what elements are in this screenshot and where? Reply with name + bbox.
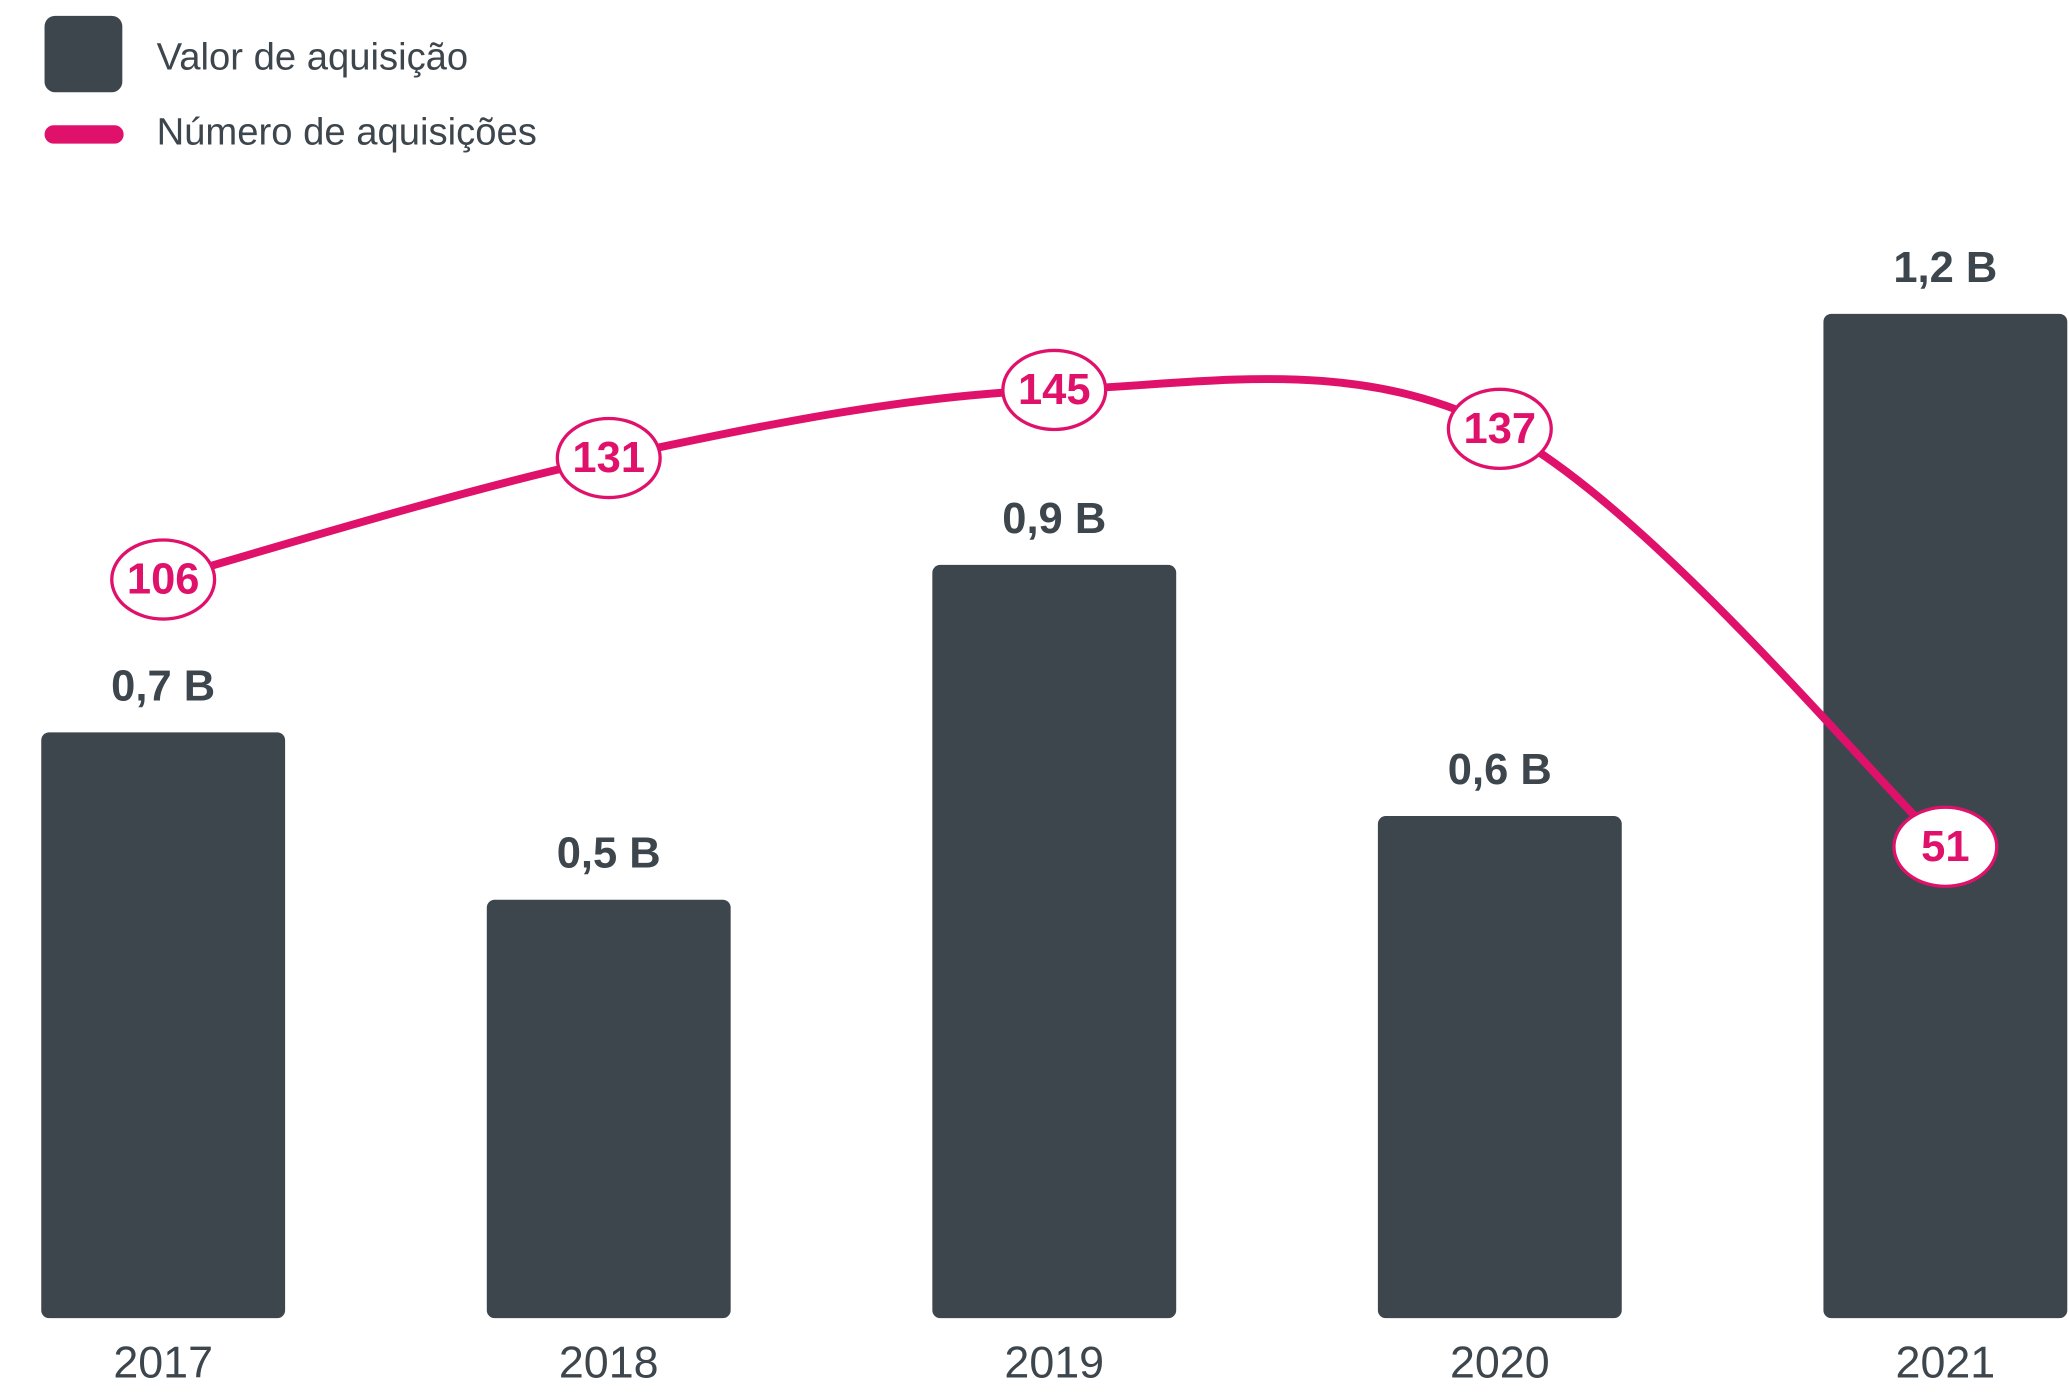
- point-marker: [110, 538, 217, 621]
- bar: [1377, 816, 1622, 1319]
- bar-value-label: 0,6 B: [1448, 746, 1552, 794]
- point-value-label: 145: [1018, 366, 1091, 414]
- legend-label: Valor de aquisição: [157, 35, 469, 78]
- bar-value-label: 0,7 B: [111, 662, 215, 710]
- x-tick-label: 2018: [559, 1337, 659, 1387]
- point-marker: [1446, 387, 1553, 471]
- point-value-label: 106: [127, 556, 200, 604]
- bar-value-label: 0,9 B: [1002, 495, 1106, 543]
- point-value-label: 137: [1464, 405, 1537, 453]
- point-value-label: 131: [572, 434, 645, 482]
- legend-label: Número de aquisições: [157, 111, 537, 154]
- point-value-label: 51: [1921, 823, 1969, 871]
- bar: [932, 564, 1177, 1319]
- bar-value-label: 0,5 B: [557, 830, 661, 878]
- bar: [41, 732, 286, 1319]
- bar-value-label: 1,2 B: [1893, 244, 1997, 292]
- x-tick-label: 2021: [1896, 1337, 1996, 1387]
- point-marker: [1892, 805, 1999, 888]
- legend-swatch-bar: [44, 15, 123, 93]
- x-tick-label: 2017: [113, 1337, 213, 1387]
- x-tick-label: 2020: [1450, 1337, 1550, 1387]
- point-marker: [555, 416, 662, 500]
- point-marker: [1001, 348, 1108, 432]
- x-tick-label: 2019: [1004, 1337, 1104, 1387]
- bar: [486, 899, 731, 1319]
